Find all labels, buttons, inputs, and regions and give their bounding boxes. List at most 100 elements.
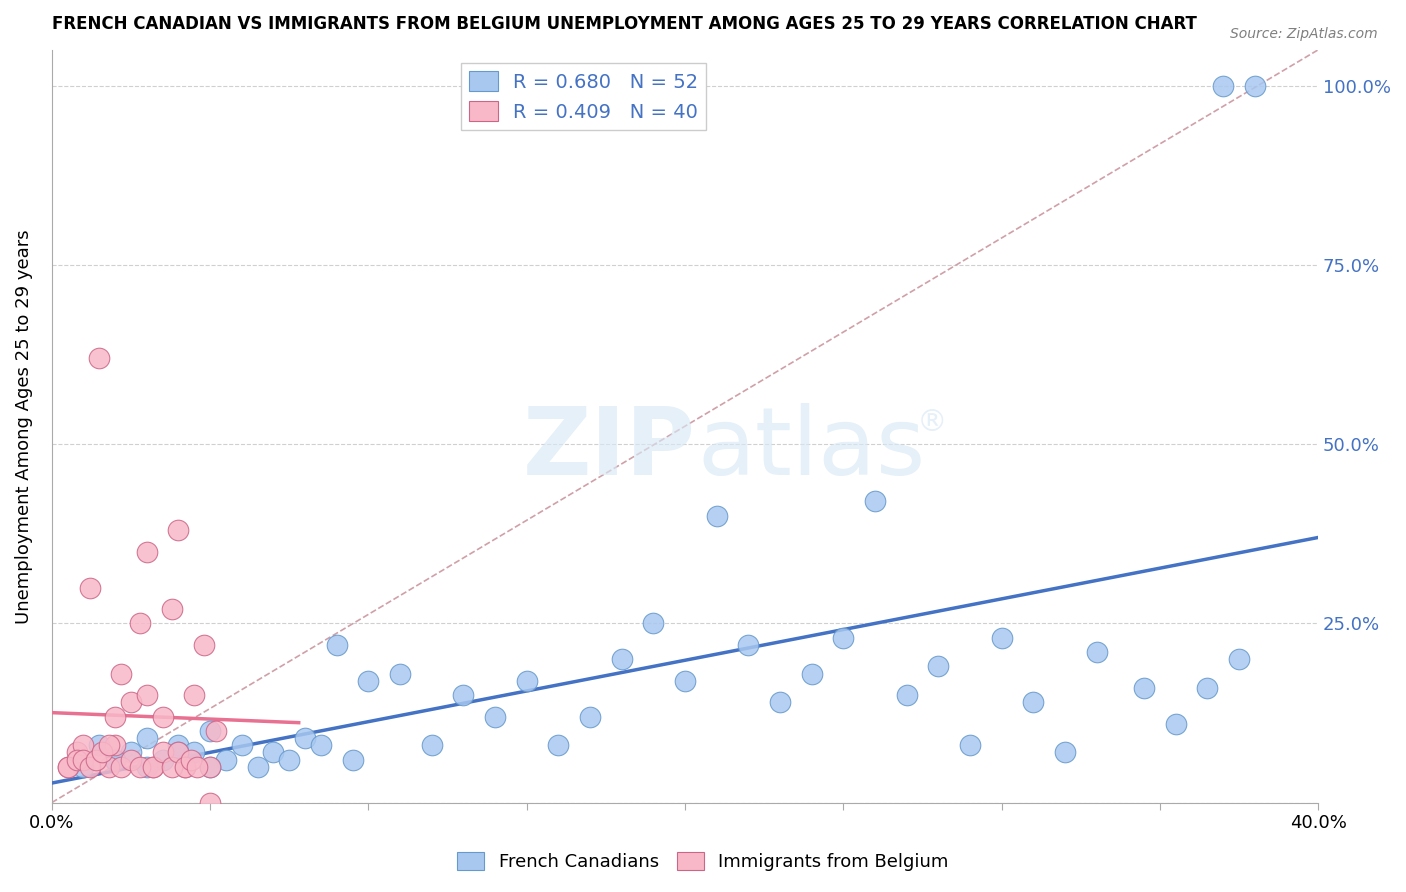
Point bbox=[129, 760, 152, 774]
Point bbox=[198, 723, 221, 738]
Point bbox=[927, 659, 949, 673]
Point bbox=[610, 652, 633, 666]
Point bbox=[357, 673, 380, 688]
Point bbox=[1243, 78, 1265, 93]
Point bbox=[1022, 695, 1045, 709]
Point bbox=[72, 753, 94, 767]
Point bbox=[97, 738, 120, 752]
Point bbox=[294, 731, 316, 745]
Point bbox=[173, 760, 195, 774]
Point bbox=[484, 709, 506, 723]
Point bbox=[180, 753, 202, 767]
Point bbox=[66, 753, 89, 767]
Point bbox=[97, 760, 120, 774]
Point bbox=[167, 523, 190, 537]
Point bbox=[152, 709, 174, 723]
Point bbox=[110, 760, 132, 774]
Point bbox=[104, 709, 127, 723]
Point bbox=[832, 631, 855, 645]
Text: ®: ® bbox=[917, 408, 948, 437]
Point bbox=[79, 581, 101, 595]
Text: ZIP: ZIP bbox=[523, 403, 696, 495]
Point bbox=[420, 738, 443, 752]
Point bbox=[152, 746, 174, 760]
Point bbox=[1197, 681, 1219, 695]
Point bbox=[173, 760, 195, 774]
Point bbox=[325, 638, 347, 652]
Point bbox=[104, 753, 127, 767]
Point bbox=[135, 688, 157, 702]
Point bbox=[737, 638, 759, 652]
Point bbox=[1133, 681, 1156, 695]
Point bbox=[56, 760, 79, 774]
Point bbox=[186, 760, 208, 774]
Point bbox=[160, 602, 183, 616]
Point bbox=[91, 746, 114, 760]
Point bbox=[198, 760, 221, 774]
Point bbox=[1053, 746, 1076, 760]
Point bbox=[167, 746, 190, 760]
Point bbox=[183, 746, 205, 760]
Point bbox=[120, 753, 142, 767]
Point bbox=[278, 753, 301, 767]
Point bbox=[579, 709, 602, 723]
Point bbox=[198, 760, 221, 774]
Point bbox=[72, 760, 94, 774]
Point bbox=[388, 666, 411, 681]
Point bbox=[800, 666, 823, 681]
Text: Source: ZipAtlas.com: Source: ZipAtlas.com bbox=[1230, 27, 1378, 41]
Point bbox=[231, 738, 253, 752]
Point bbox=[193, 638, 215, 652]
Point bbox=[246, 760, 269, 774]
Point bbox=[120, 746, 142, 760]
Point bbox=[769, 695, 792, 709]
Point bbox=[516, 673, 538, 688]
Point bbox=[160, 760, 183, 774]
Point bbox=[959, 738, 981, 752]
Point bbox=[198, 796, 221, 810]
Point bbox=[643, 616, 665, 631]
Point bbox=[453, 688, 475, 702]
Point bbox=[205, 723, 228, 738]
Point bbox=[142, 760, 165, 774]
Point bbox=[262, 746, 284, 760]
Point bbox=[215, 753, 238, 767]
Legend: R = 0.680   N = 52, R = 0.409   N = 40: R = 0.680 N = 52, R = 0.409 N = 40 bbox=[461, 63, 706, 129]
Point bbox=[309, 738, 332, 752]
Point bbox=[863, 494, 886, 508]
Point bbox=[167, 738, 190, 752]
Point bbox=[183, 688, 205, 702]
Legend: French Canadians, Immigrants from Belgium: French Canadians, Immigrants from Belgiu… bbox=[450, 845, 956, 879]
Point bbox=[1164, 716, 1187, 731]
Point bbox=[990, 631, 1012, 645]
Point bbox=[342, 753, 364, 767]
Point bbox=[72, 738, 94, 752]
Point bbox=[1212, 78, 1234, 93]
Point bbox=[66, 746, 89, 760]
Point bbox=[135, 760, 157, 774]
Point bbox=[135, 544, 157, 558]
Point bbox=[152, 753, 174, 767]
Point bbox=[89, 351, 111, 365]
Y-axis label: Unemployment Among Ages 25 to 29 years: Unemployment Among Ages 25 to 29 years bbox=[15, 229, 32, 624]
Point bbox=[1085, 645, 1108, 659]
Point bbox=[89, 738, 111, 752]
Point bbox=[547, 738, 569, 752]
Point bbox=[84, 753, 107, 767]
Point bbox=[135, 731, 157, 745]
Point bbox=[120, 695, 142, 709]
Point bbox=[104, 753, 127, 767]
Point bbox=[1227, 652, 1250, 666]
Point bbox=[673, 673, 696, 688]
Text: FRENCH CANADIAN VS IMMIGRANTS FROM BELGIUM UNEMPLOYMENT AMONG AGES 25 TO 29 YEAR: FRENCH CANADIAN VS IMMIGRANTS FROM BELGI… bbox=[52, 15, 1197, 33]
Point bbox=[706, 508, 728, 523]
Point bbox=[56, 760, 79, 774]
Point bbox=[142, 760, 165, 774]
Point bbox=[79, 760, 101, 774]
Point bbox=[129, 616, 152, 631]
Text: atlas: atlas bbox=[697, 403, 925, 495]
Point bbox=[110, 666, 132, 681]
Point bbox=[167, 746, 190, 760]
Point bbox=[104, 738, 127, 752]
Point bbox=[896, 688, 918, 702]
